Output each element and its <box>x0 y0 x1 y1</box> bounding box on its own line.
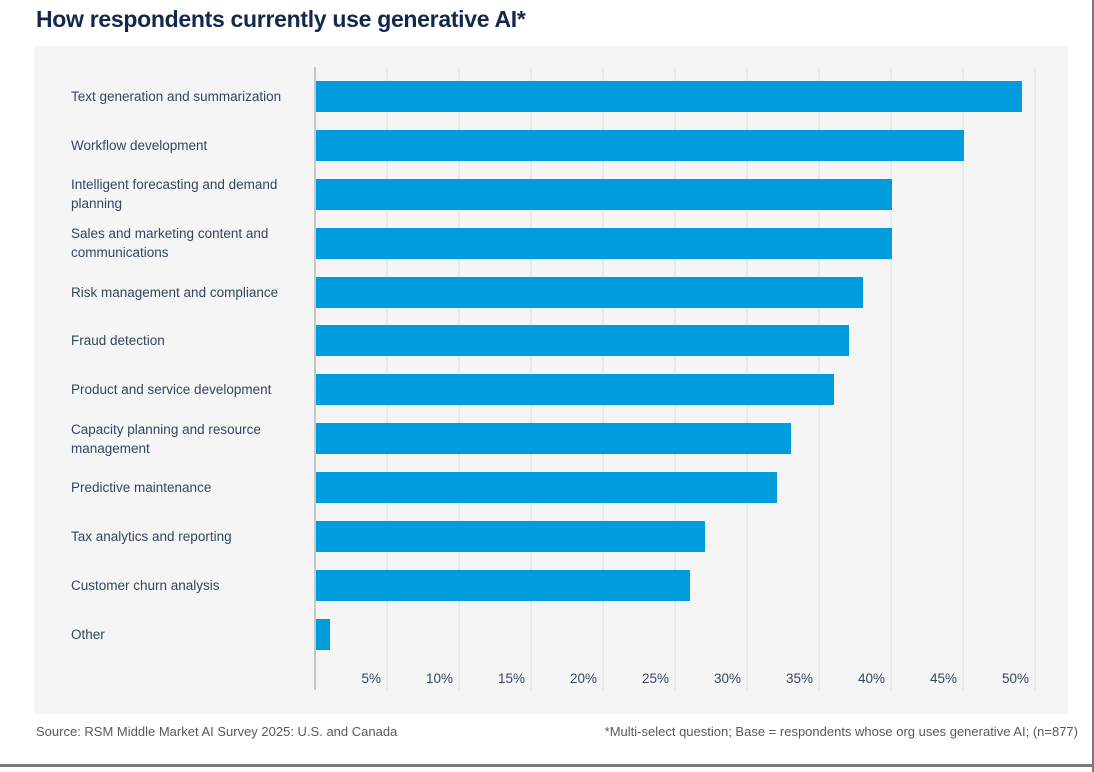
bar-track <box>315 374 1068 406</box>
chart-row: Workflow development <box>34 121 1068 170</box>
chart-row: Fraud detection <box>34 316 1068 365</box>
bar <box>316 178 892 210</box>
chart-row: Tax analytics and reporting <box>34 512 1068 561</box>
chart-title: How respondents currently use generative… <box>36 6 526 32</box>
chart-row: Risk management and compliance <box>34 268 1068 317</box>
category-label: Tax analytics and reporting <box>71 528 232 544</box>
gridline <box>962 67 964 690</box>
bar-track <box>315 227 1068 259</box>
bar <box>316 423 792 455</box>
chart-row: Customer churn analysis <box>34 561 1068 610</box>
bar-track <box>315 423 1068 455</box>
chart-panel: Text generation and summarization Workflo… <box>34 46 1068 714</box>
x-tick-label: 20% <box>569 671 597 686</box>
x-tick-label: 25% <box>641 671 669 686</box>
bar <box>316 374 835 406</box>
bar <box>316 520 705 552</box>
category-label: Intelligent forecasting and demand plann… <box>71 177 278 212</box>
y-axis-line <box>314 67 316 690</box>
category-label: Predictive maintenance <box>71 480 212 496</box>
bar-track <box>315 569 1068 601</box>
bar <box>316 618 331 650</box>
bar-track <box>315 520 1068 552</box>
bar-track <box>315 178 1068 210</box>
x-tick-label: 15% <box>497 671 525 686</box>
x-tick-label: 30% <box>713 671 741 686</box>
chart-footer: Source: RSM Middle Market AI Survey 2025… <box>36 724 1078 739</box>
gridline <box>890 67 892 690</box>
bar-track <box>315 129 1068 161</box>
category-label: Product and service development <box>71 382 272 398</box>
x-tick-label: 45% <box>929 671 957 686</box>
category-label: Customer churn analysis <box>71 577 220 593</box>
chart-row: Product and service development <box>34 365 1068 414</box>
chart-row: Text generation and summarization <box>34 72 1068 121</box>
bottom-rule <box>0 764 1094 767</box>
bar <box>316 569 691 601</box>
chart-row: Predictive maintenance <box>34 463 1068 512</box>
source-text: Source: RSM Middle Market AI Survey 2025… <box>36 724 398 739</box>
category-label: Text generation and summarization <box>71 88 282 104</box>
category-label: Capacity planning and resource managemen… <box>71 421 261 456</box>
x-tick-label: 40% <box>857 671 885 686</box>
bar <box>316 80 1022 112</box>
chart-row: Intelligent forecasting and demand plann… <box>34 170 1068 219</box>
bar-track <box>315 80 1068 112</box>
x-tick-label: 35% <box>785 671 813 686</box>
chart-row: Other <box>34 610 1068 659</box>
footnote-text: *Multi-select question; Base = responden… <box>604 724 1078 739</box>
bar-rows: Text generation and summarization Workflo… <box>34 72 1068 659</box>
x-tick-label: 50% <box>1001 671 1029 686</box>
bar-track <box>315 618 1068 650</box>
bar-track <box>315 325 1068 357</box>
x-tick-label: 10% <box>425 671 453 686</box>
bar-track <box>315 472 1068 504</box>
x-tick-label: 5% <box>361 671 381 686</box>
bar <box>316 227 892 259</box>
gridline <box>1034 67 1036 690</box>
category-label: Workflow development <box>71 137 208 153</box>
right-border-rule <box>1092 0 1094 772</box>
category-label: Other <box>71 626 105 642</box>
chart-row: Capacity planning and resource managemen… <box>34 414 1068 463</box>
bar <box>316 129 964 161</box>
bar <box>316 325 849 357</box>
chart-row: Sales and marketing content and communic… <box>34 219 1068 268</box>
category-label: Sales and marketing content and communic… <box>71 226 269 261</box>
category-label: Risk management and compliance <box>71 284 279 300</box>
category-label: Fraud detection <box>71 333 165 349</box>
bar <box>316 276 864 308</box>
bar <box>316 472 777 504</box>
bar-track <box>315 276 1068 308</box>
